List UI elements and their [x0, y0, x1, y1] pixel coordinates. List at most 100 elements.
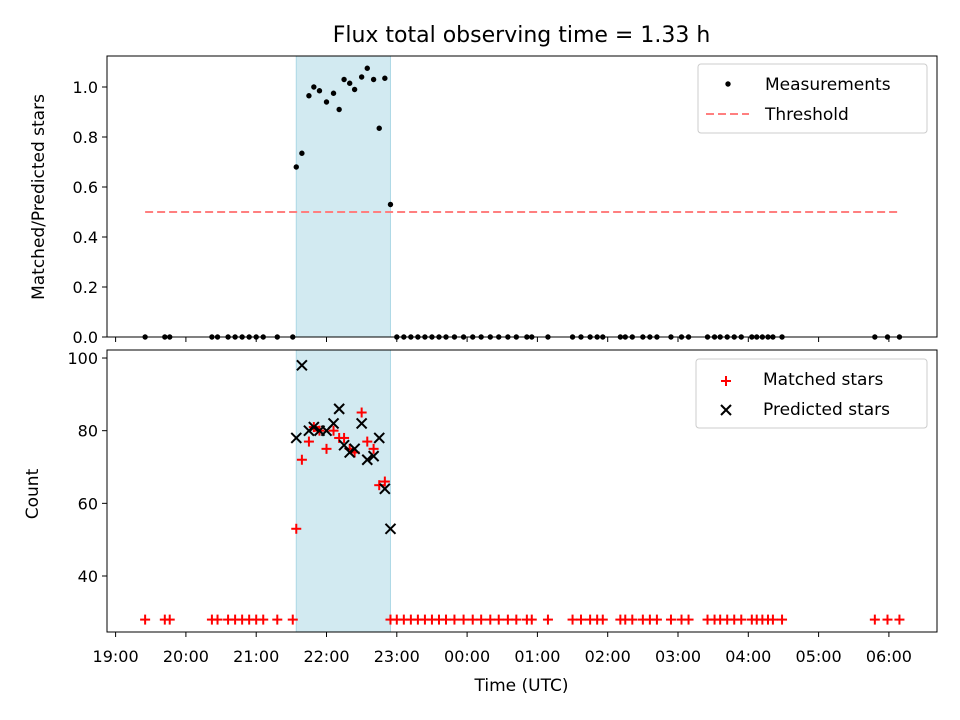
matched-star-point	[882, 614, 893, 625]
shaded-span	[295, 55, 391, 338]
predicted-star-point	[367, 450, 380, 462]
matched-star-point	[511, 614, 522, 625]
chart-title: Flux total observing time = 1.33 h	[333, 23, 711, 48]
matched-star-point	[627, 614, 638, 625]
measurement-point	[316, 88, 323, 94]
matched-star-point	[303, 436, 314, 447]
matched-star-point	[291, 523, 302, 534]
matched-star-point	[665, 614, 676, 625]
legend-label-predicted: Predicted stars	[763, 400, 890, 420]
bottom-y-tick-label: 60	[78, 494, 98, 513]
legend-marker-measurements	[725, 81, 731, 87]
matched-star-point	[683, 614, 694, 625]
measurement-point	[346, 80, 353, 86]
x-tick-label: 06:00	[866, 647, 912, 666]
measurement-point	[341, 76, 347, 83]
predicted-star-point	[338, 439, 350, 451]
x-tick-label: 22:00	[303, 647, 349, 666]
top-legend: Measurements Threshold	[697, 63, 928, 134]
matched-star-point	[502, 614, 513, 625]
legend-label-matched: Matched stars	[763, 370, 883, 390]
top-y-tick-label: 1.0	[73, 78, 98, 97]
matched-star-point	[567, 614, 578, 625]
matched-star-point	[493, 614, 504, 625]
predicted-star-point	[308, 421, 320, 433]
bottom-y-axis-label: Count	[23, 468, 43, 519]
measurement-point	[330, 90, 337, 96]
measurement-point	[387, 201, 394, 208]
matched-star-point	[368, 443, 379, 454]
matched-star-point	[339, 432, 350, 443]
measurement-point	[306, 93, 312, 99]
top-y-tick-label: 0.4	[73, 228, 98, 247]
matched-star-point	[272, 614, 283, 625]
bottom-legend: Matched stars Predicted stars	[695, 358, 928, 429]
legend-label-measurements: Measurements	[765, 75, 891, 95]
matched-star-point	[287, 614, 298, 625]
top-y-tick-label: 0.0	[73, 328, 98, 347]
shaded-span	[295, 349, 391, 633]
measurement-point	[311, 84, 317, 90]
legend-box	[695, 358, 928, 429]
matched-star-point	[449, 614, 460, 625]
bottom-y-tick-label: 80	[78, 422, 98, 441]
x-tick-label: 04:00	[725, 647, 771, 666]
measurement-point	[376, 125, 382, 131]
matched-star-point	[476, 614, 487, 625]
top-y-tick-label: 0.2	[73, 278, 98, 297]
predicted-star-point	[296, 359, 308, 371]
matched-star-point	[651, 614, 662, 625]
matched-star-point	[485, 614, 496, 625]
matched-star-point	[458, 614, 469, 625]
measurement-point	[364, 65, 370, 71]
predicted-star-point	[348, 443, 361, 455]
predicted-star-point	[384, 523, 397, 535]
predicted-star-point	[379, 483, 391, 495]
matched-star-point	[869, 614, 880, 625]
x-axis-label: Time (UTC)	[474, 676, 569, 696]
legend-marker-matched	[721, 376, 731, 386]
matched-star-point	[258, 614, 269, 625]
x-tick-label: 01:00	[514, 647, 560, 666]
matched-star-point	[379, 476, 390, 487]
legend-marker-predicted	[720, 404, 732, 416]
x-tick-label: 23:00	[374, 647, 420, 666]
matched-star-point	[328, 425, 339, 436]
matched-star-point	[212, 614, 223, 625]
measurement-point	[351, 86, 358, 93]
predicted-star-point	[290, 432, 302, 444]
legend-label-threshold: Threshold	[764, 105, 849, 125]
predicted-star-point	[355, 417, 368, 430]
bottom-y-tick-label: 40	[78, 567, 98, 586]
measurement-point	[323, 99, 330, 105]
top-y-tick-label: 0.8	[73, 128, 98, 147]
matched-star-point	[296, 454, 307, 465]
measurement-point	[370, 76, 377, 83]
predicted-star-point	[327, 417, 340, 430]
matched-star-point	[321, 443, 332, 454]
top-panel: 0.0 0.2 0.4 0.6 0.8 1.0 Measurements Threshold	[73, 55, 938, 347]
top-axes-frame	[106, 55, 938, 338]
matched-star-point	[140, 614, 151, 625]
x-tick-label: 00:00	[444, 647, 490, 666]
matched-star-point	[362, 436, 373, 447]
matched-star-point	[894, 614, 905, 625]
predicted-star-point	[373, 432, 385, 444]
x-tick-label: 02:00	[585, 647, 631, 666]
matched-star-point	[597, 614, 608, 625]
matched-star-point	[526, 614, 537, 625]
matched-star-point	[356, 407, 367, 418]
matched-star-point	[767, 614, 778, 625]
x-tick-label: 21:00	[233, 647, 279, 666]
matched-star-point	[736, 614, 747, 625]
x-tick-label: 19:00	[93, 647, 139, 666]
top-y-axis-label: Matched/Predicted stars	[29, 94, 49, 300]
x-tick-label: 03:00	[655, 647, 701, 666]
matched-star-point	[542, 614, 553, 625]
predicted-star-point	[361, 454, 373, 466]
measurement-point	[336, 106, 342, 113]
bottom-panel: 40 60 80 100 19:00 20:00 21:00 22:00 23:00 00:00 0…	[67, 349, 938, 666]
x-tick-label: 05:00	[796, 647, 842, 666]
matched-star-point	[164, 614, 175, 625]
